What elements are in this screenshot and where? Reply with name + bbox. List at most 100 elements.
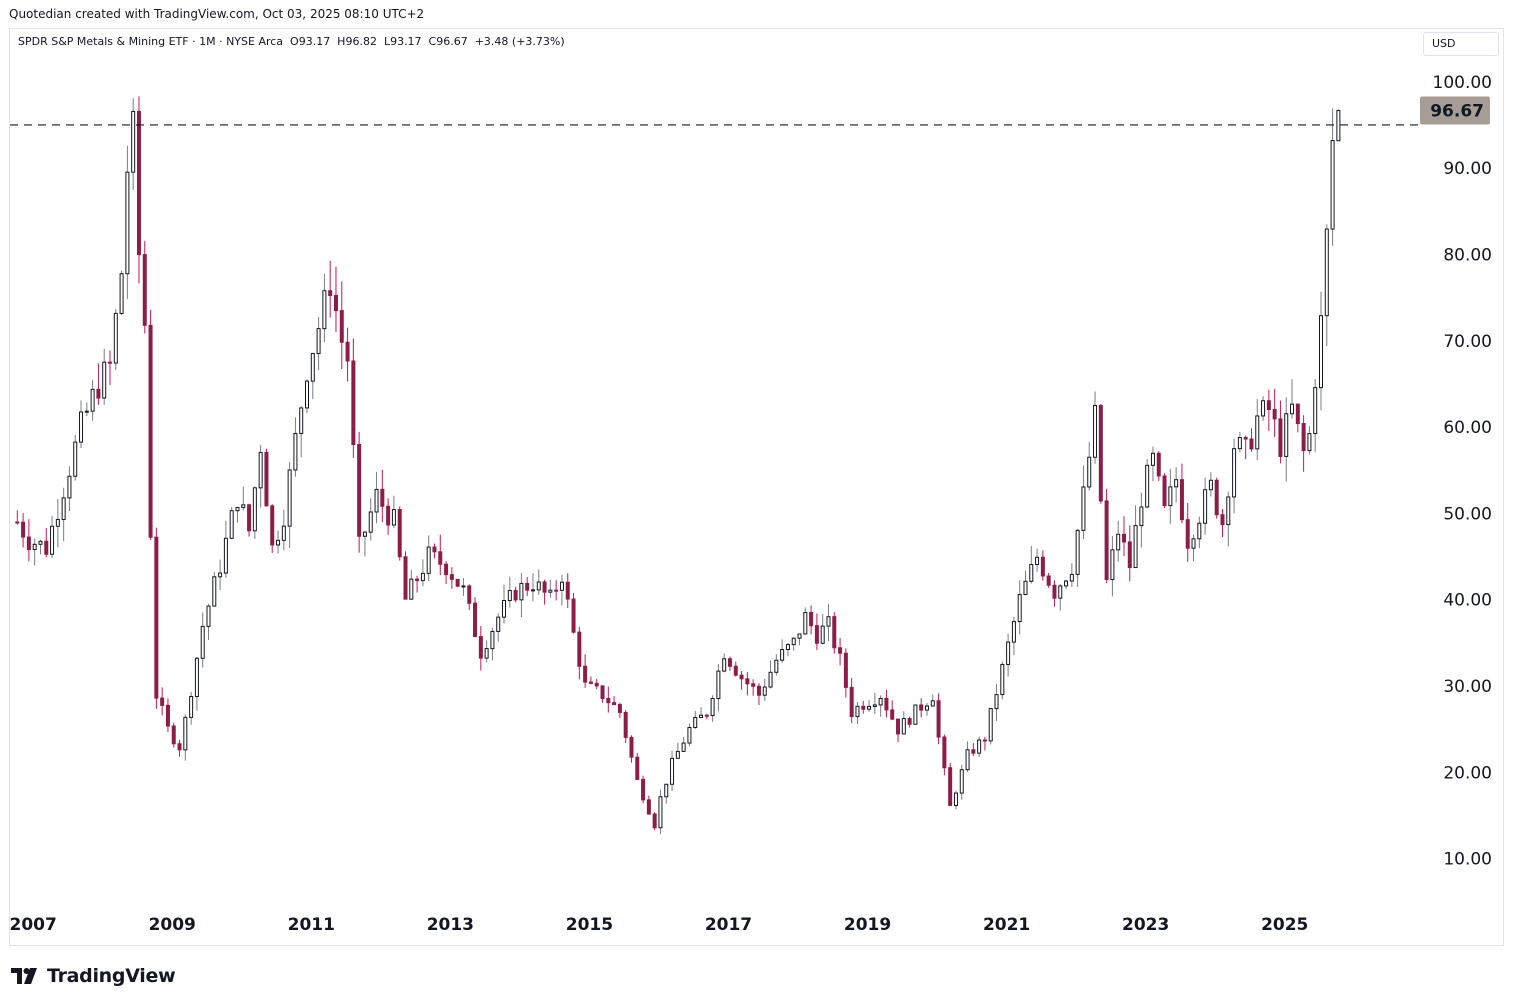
candle-body [600,685,605,700]
candle-body [1290,403,1295,415]
y-tick-label: 10.00 [1443,850,1492,870]
candle-body [965,749,970,771]
candle-body [1110,549,1115,580]
candle-body [467,585,472,604]
candle-body [820,625,825,644]
candle-body [1301,423,1306,452]
candle-body [716,670,721,700]
candle-body [780,649,785,661]
candle-body [936,700,941,738]
candle-body [218,572,223,578]
candle-body [496,616,501,632]
candle-body [901,718,906,735]
candle-body [345,341,350,362]
candle-body [438,551,443,565]
candle-body [455,578,460,587]
candle-body [415,578,420,582]
candle-body [1336,110,1341,142]
candle-body [930,700,935,707]
candle-body [1064,580,1069,587]
candle-body [235,506,240,512]
candle-body [432,546,437,553]
candle-body [73,441,78,477]
candle-body [1145,464,1150,508]
candle-body [177,743,182,751]
candle-body [1284,413,1289,457]
candle-body [1035,556,1040,565]
candle-body [1249,438,1254,450]
candle-body [1133,525,1138,569]
candle-body [658,796,663,829]
candle-body [1081,486,1086,531]
candle-body [797,633,802,639]
candle-body [670,757,675,785]
candle-body [1011,621,1016,643]
candle-body [1243,437,1248,440]
candle-body [473,602,478,638]
y-tick-label: 30.00 [1443,677,1492,697]
candle-body [884,697,889,711]
candle-body [61,497,66,520]
candle-body [79,411,84,443]
candle-body [843,652,848,688]
candle-body [646,799,651,815]
candle-body [478,636,483,659]
candle-body [119,273,124,314]
candle-body [1046,575,1051,586]
candle-body [1220,514,1225,526]
candle-body [328,290,333,296]
candle-body [212,576,217,607]
candle-body [855,705,860,718]
candle-body [507,589,512,602]
candle-body [913,704,918,725]
candle-body [739,674,744,680]
candle-body [362,531,367,537]
candle-body [1052,584,1057,599]
candle-body [322,290,327,330]
candle-body [21,521,26,538]
x-tick-label: 2013 [427,915,474,935]
candle-body [148,324,153,538]
candle-body [1162,475,1167,507]
candle-body [513,589,518,601]
candle-body [1040,556,1045,577]
candle-body [693,716,698,729]
x-tick-label: 2023 [1122,915,1169,935]
candle-body [803,612,808,635]
candle-body [554,589,559,592]
y-tick-label: 90.00 [1443,159,1492,179]
candle-body [959,769,964,794]
candle-body [994,694,999,710]
y-tick-label: 20.00 [1443,763,1492,783]
candle-body [1139,506,1144,527]
candle-body [982,739,987,742]
candle-body [890,709,895,720]
candle-body [310,353,315,382]
candle-body [809,612,814,627]
candle-body [1023,580,1028,596]
candle-body [1174,479,1179,488]
candle-body [583,665,588,683]
candle-body [727,658,732,667]
candle-body [1313,387,1318,435]
candle-body [90,388,95,412]
candle-body [942,736,947,769]
currency-selector[interactable]: USD [1423,32,1499,56]
candle-body [861,705,866,710]
candle-body [38,540,43,545]
brand-name: TradingView [47,965,176,987]
candle-body [449,574,454,580]
candle-body [867,705,872,710]
candle-body [1232,448,1237,498]
candle-body [896,718,901,735]
y-tick-label: 80.00 [1443,245,1492,265]
candle-body [1191,538,1196,549]
candle-body [699,714,704,718]
candle-body [299,407,304,434]
candle-body [1185,519,1190,549]
candle-body [270,505,275,546]
candle-body [1214,479,1219,516]
x-tick-label: 2017 [705,915,752,935]
candle-body [142,254,147,326]
